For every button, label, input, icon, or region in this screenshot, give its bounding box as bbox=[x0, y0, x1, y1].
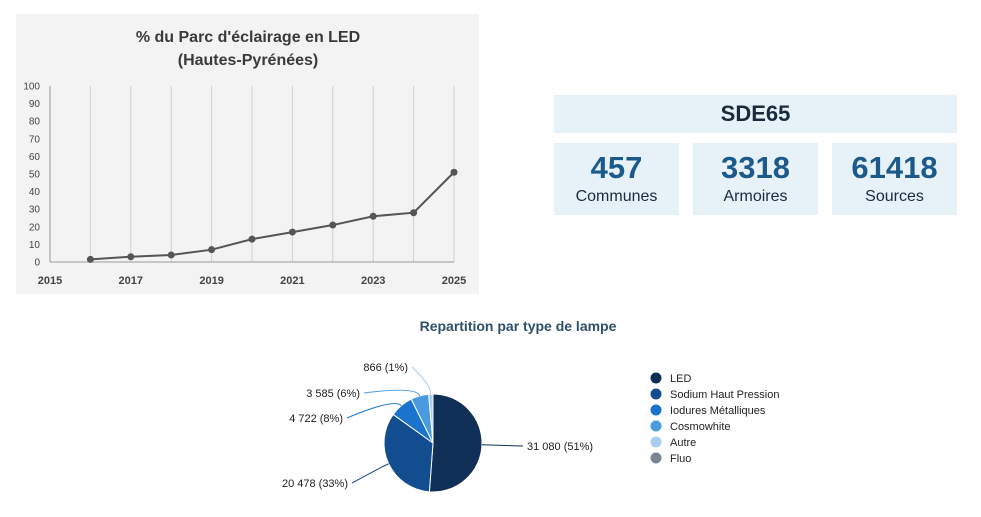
legend-swatch bbox=[650, 452, 662, 464]
line-chart-title-line1: % du Parc d'éclairage en LED bbox=[136, 29, 360, 46]
pie-leader-line bbox=[481, 444, 524, 447]
data-point bbox=[248, 235, 256, 243]
stat-value: 3318 bbox=[721, 150, 790, 185]
x-tick-label: 2017 bbox=[119, 275, 143, 287]
sde65-stats-panel: SDE65 457 Communes 3318 Armoires 61418 S… bbox=[554, 95, 957, 215]
stat-value: 61418 bbox=[851, 150, 938, 185]
led-line-chart: % du Parc d'éclairage en LED (Hautes-Pyr… bbox=[23, 29, 466, 287]
pie-slice-label: 3 585 (6%) bbox=[306, 388, 360, 400]
pie-slice-label: 866 (1%) bbox=[363, 362, 408, 374]
legend-label: Autre bbox=[670, 437, 696, 449]
data-point bbox=[329, 221, 337, 229]
x-tick-label: 2023 bbox=[361, 275, 385, 287]
legend-label: Cosmowhite bbox=[670, 421, 731, 433]
pie-slice-label: 4 722 (8%) bbox=[289, 413, 343, 425]
pie-leader-line bbox=[363, 389, 421, 397]
line-chart-title-line2: (Hautes-Pyrénées) bbox=[178, 52, 319, 69]
legend-swatch bbox=[650, 420, 662, 432]
stat-communes: 457 Communes bbox=[554, 143, 679, 215]
x-tick-label: 2019 bbox=[199, 275, 223, 287]
data-point bbox=[410, 209, 418, 217]
stat-sources: 61418 Sources bbox=[832, 143, 957, 215]
data-point bbox=[127, 253, 135, 261]
y-tick-label: 100 bbox=[23, 82, 40, 93]
x-tick-label: 2025 bbox=[442, 275, 466, 287]
x-tick-label: 2015 bbox=[38, 275, 62, 287]
stats-header: SDE65 bbox=[554, 95, 957, 133]
led-line-chart-panel: % du Parc d'éclairage en LED (Hautes-Pyr… bbox=[16, 14, 479, 294]
pie-slice-label: 31 080 (51%) bbox=[527, 441, 593, 453]
stat-label: Armoires bbox=[723, 188, 788, 205]
y-tick-label: 80 bbox=[29, 117, 41, 128]
legend-label: Fluo bbox=[670, 453, 691, 465]
stat-armoires: 3318 Armoires bbox=[693, 143, 818, 215]
data-point bbox=[167, 251, 175, 259]
y-tick-label: 90 bbox=[29, 99, 41, 110]
y-tick-label: 50 bbox=[29, 170, 41, 181]
y-tick-label: 20 bbox=[29, 222, 41, 233]
pie-slice bbox=[383, 413, 434, 493]
stat-label: Sources bbox=[865, 188, 924, 205]
data-point bbox=[86, 255, 94, 263]
legend-swatch bbox=[650, 436, 662, 448]
legend-swatch bbox=[650, 372, 662, 384]
legend-label: Iodures Métalliques bbox=[670, 405, 766, 417]
y-tick-label: 0 bbox=[34, 258, 40, 269]
stats-row: 457 Communes 3318 Armoires 61418 Sources bbox=[554, 143, 957, 215]
data-point bbox=[369, 212, 377, 220]
y-tick-label: 10 bbox=[29, 240, 41, 251]
y-tick-label: 70 bbox=[29, 134, 41, 145]
data-point bbox=[450, 168, 458, 176]
lamp-type-pie-chart: Repartition par type de lampe 31 080 (51… bbox=[282, 318, 779, 493]
pie-leader-line bbox=[411, 366, 432, 395]
legend-swatch bbox=[650, 404, 662, 416]
pie-leader-line bbox=[351, 463, 389, 484]
legend-label: Sodium Haut Pression bbox=[670, 389, 779, 401]
x-tick-label: 2021 bbox=[280, 275, 304, 287]
legend-label: LED bbox=[670, 373, 691, 385]
y-tick-label: 30 bbox=[29, 205, 41, 216]
led-series-line bbox=[90, 171, 455, 261]
y-tick-label: 60 bbox=[29, 152, 41, 163]
pie-slice-label: 20 478 (33%) bbox=[282, 478, 348, 490]
stat-value: 457 bbox=[590, 150, 643, 185]
pie-chart-title: Repartition par type de lampe bbox=[420, 318, 617, 334]
legend-swatch bbox=[650, 388, 662, 400]
stat-label: Communes bbox=[575, 188, 658, 205]
data-point bbox=[288, 228, 296, 236]
pie-slice bbox=[428, 393, 483, 493]
data-point bbox=[208, 246, 216, 254]
pie-leader-line bbox=[346, 403, 402, 419]
y-tick-label: 40 bbox=[29, 187, 41, 198]
